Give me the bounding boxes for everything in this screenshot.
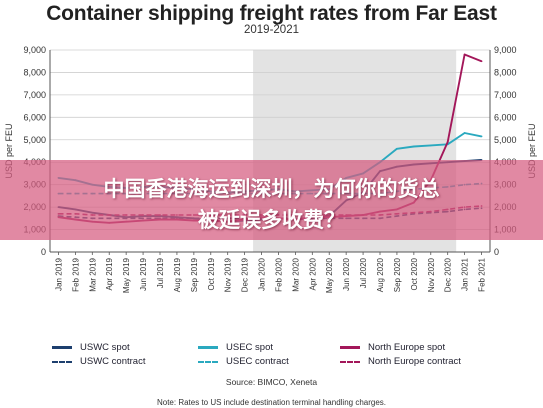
y-tick-label-left: 9,000 xyxy=(23,45,46,55)
legend-item-uswc-spot: USWC spot xyxy=(52,342,130,353)
data-point xyxy=(396,147,398,150)
data-point xyxy=(463,53,466,56)
legend-item-usec-spot: USEC spot xyxy=(198,342,273,353)
x-tick-label: May 2019 xyxy=(122,257,131,293)
x-tick-label: Feb 2021 xyxy=(478,257,487,291)
x-tick-label: Nov 2019 xyxy=(224,257,233,292)
x-tick-label: Oct 2019 xyxy=(207,257,216,290)
data-point xyxy=(463,132,466,134)
data-point xyxy=(480,135,483,138)
x-tick-label: Feb 2019 xyxy=(71,257,80,291)
data-point xyxy=(429,144,432,147)
x-tick-label: Jul 2019 xyxy=(156,257,165,288)
x-tick-label: Aug 2019 xyxy=(173,257,182,292)
data-point xyxy=(446,141,449,143)
y-tick-label-left: 5,000 xyxy=(23,135,46,145)
x-tick-label: Jan 2020 xyxy=(258,257,267,290)
legend-item-north-europe-contract: North Europe contract xyxy=(340,356,461,367)
x-tick-label: Nov 2020 xyxy=(427,257,436,292)
x-tick-label: Mar 2019 xyxy=(88,257,97,291)
banner-headline-line-1: 中国香港海运到深圳，为何你的货总 xyxy=(103,177,440,201)
banner-headline-line-2: 被延误多收费？ xyxy=(198,208,345,232)
x-tick-label: Jun 2019 xyxy=(139,257,148,290)
chart-subtitle: 2019-2021 xyxy=(244,24,299,36)
x-tick-label: Mar 2020 xyxy=(291,257,300,291)
footnote: Note: Rates to US include destination te… xyxy=(156,398,387,407)
legend-label-north-europe-spot: North Europe spot xyxy=(368,342,446,353)
legend-label-uswc-contract: USWC contract xyxy=(80,356,146,367)
legend-swatch-usec-spot xyxy=(198,346,218,349)
legend-label-usec-spot: USEC spot xyxy=(226,342,273,353)
legend-item-usec-contract: USEC contract xyxy=(198,356,289,367)
y-tick-label-right: 7,000 xyxy=(494,90,517,100)
y-tick-label-right: 0 xyxy=(494,247,499,257)
x-tick-label: Aug 2020 xyxy=(376,257,385,292)
y-tick-label-right: 9,000 xyxy=(494,45,517,55)
x-tick-label: Dec 2019 xyxy=(241,257,250,292)
x-tick-label: Apr 2020 xyxy=(308,257,317,290)
x-tick-label: Jan 2021 xyxy=(461,257,470,290)
x-tick-label: Feb 2020 xyxy=(274,257,283,291)
legend-label-north-europe-contract: North Europe contract xyxy=(368,356,461,367)
y-tick-label-left: 8,000 xyxy=(23,67,46,77)
legend-item-uswc-contract: USWC contract xyxy=(52,356,145,367)
y-tick-label-right: 5,000 xyxy=(494,135,517,145)
y-tick-label-left: 0 xyxy=(41,247,46,257)
legend-swatch-uswc-spot xyxy=(52,346,72,349)
x-tick-label: Sep 2020 xyxy=(393,257,402,292)
x-tick-label: Jan 2019 xyxy=(54,257,63,290)
legend-label-uswc-spot: USWC spot xyxy=(80,342,130,353)
y-axis-label-right: USD per FEU xyxy=(527,123,537,178)
y-tick-label-left: 6,000 xyxy=(23,112,46,122)
data-point xyxy=(480,60,483,63)
y-tick-label-left: 7,000 xyxy=(23,90,46,100)
x-tick-label: May 2020 xyxy=(325,257,334,293)
legend-swatch-north-europe-spot xyxy=(340,346,360,349)
legend-swatch-uswc-contract xyxy=(52,360,72,363)
legend-item-north-europe-spot: North Europe spot xyxy=(340,342,445,353)
legend-label-usec-contract: USEC contract xyxy=(226,356,289,367)
y-tick-label-right: 6,000 xyxy=(494,112,517,122)
overlay-banner xyxy=(0,160,543,240)
x-tick-label: Sep 2019 xyxy=(190,257,199,292)
chart-title: Container shipping freight rates from Fa… xyxy=(46,2,497,25)
legend-swatch-north-europe-contract xyxy=(340,360,360,363)
data-point xyxy=(412,145,415,148)
y-axis-label-left: USD per FEU xyxy=(4,123,14,178)
legend-swatch-usec-contract xyxy=(198,360,218,363)
x-tick-label: Jul 2020 xyxy=(359,257,368,288)
x-tick-label: Jun 2020 xyxy=(342,257,351,290)
x-tick-label: Oct 2020 xyxy=(410,257,419,290)
y-tick-label-right: 8,000 xyxy=(494,67,517,77)
x-tick-label: Dec 2020 xyxy=(444,257,453,292)
x-tick-label: Apr 2019 xyxy=(105,257,114,290)
source-note: Source: BIMCO, Xeneta xyxy=(225,377,318,387)
